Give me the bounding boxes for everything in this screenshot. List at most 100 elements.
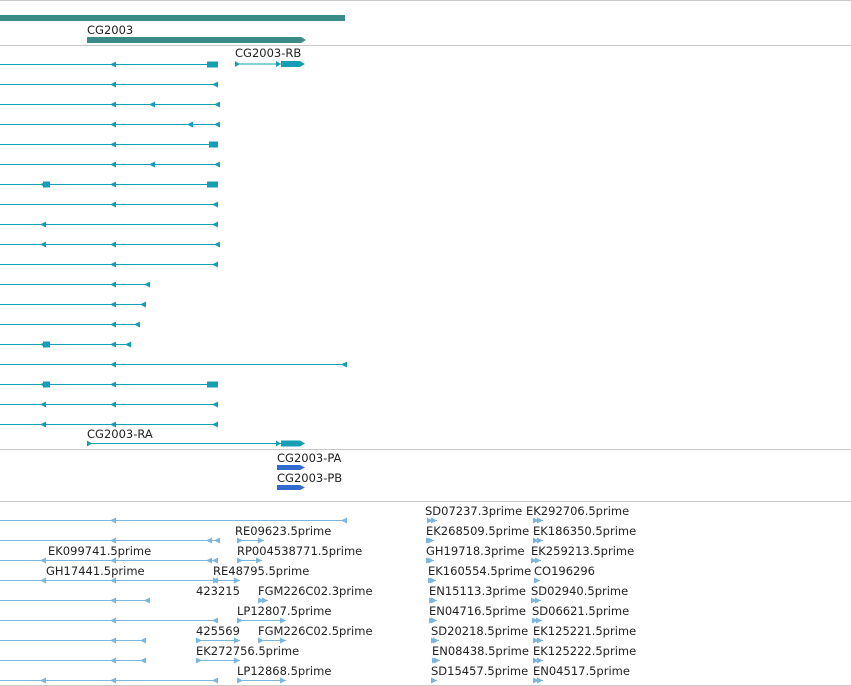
est-feature[interactable]: LP12807.5prime xyxy=(237,604,331,624)
est-feature[interactable]: EK272756.5prime xyxy=(196,644,299,664)
est-feature[interactable]: SD06621.5prime xyxy=(532,604,629,624)
transcript-label: CG2003-RB xyxy=(235,46,301,60)
transcript-row[interactable] xyxy=(0,161,220,168)
est-feature[interactable]: EK160554.5prime xyxy=(428,564,531,584)
est-feature[interactable]: RP004538771.5prime xyxy=(237,544,362,564)
strand-arrow-icon xyxy=(428,557,434,564)
exon-block[interactable] xyxy=(43,181,50,188)
protein-pa[interactable]: CG2003-PA xyxy=(277,451,342,470)
est-row[interactable] xyxy=(0,677,218,684)
transcript-row[interactable] xyxy=(0,301,146,308)
strand-arrow-icon xyxy=(533,637,539,644)
strand-arrow-icon xyxy=(213,577,219,584)
transcript-label: CG2003-RA xyxy=(87,427,153,441)
est-row[interactable] xyxy=(0,637,146,644)
est-feature[interactable]: FGM226C02.5prime xyxy=(258,624,373,644)
exon-block[interactable] xyxy=(43,381,50,388)
est-feature[interactable]: SD20218.5prime xyxy=(431,624,528,644)
transcript-rb[interactable]: CG2003-RB xyxy=(235,46,305,67)
transcript-row[interactable] xyxy=(0,181,218,188)
transcript-ra[interactable]: CG2003-RA xyxy=(87,427,305,447)
gene-region-bar[interactable] xyxy=(0,15,345,21)
est-feature[interactable]: SD15457.5prime xyxy=(431,664,528,684)
transcript-row[interactable] xyxy=(0,141,218,148)
protein-label: CG2003-PB xyxy=(277,471,342,485)
est-feature[interactable]: EK099741.5prime xyxy=(48,544,151,558)
strand-arrow-icon xyxy=(110,381,116,388)
transcript-row[interactable] xyxy=(0,401,218,408)
est-row[interactable] xyxy=(0,597,150,604)
est-row[interactable] xyxy=(0,657,146,664)
transcript-row[interactable] xyxy=(0,421,218,428)
exon-block[interactable] xyxy=(207,61,218,68)
transcript-row[interactable] xyxy=(0,381,218,388)
est-row[interactable] xyxy=(0,517,347,524)
protein-pb[interactable]: CG2003-PB xyxy=(277,471,342,490)
strand-arrow-icon xyxy=(534,577,540,584)
est-label: EN15113.3prime xyxy=(429,584,526,598)
transcript-row[interactable] xyxy=(0,241,220,248)
est-row[interactable] xyxy=(0,537,220,544)
strand-arrow-icon xyxy=(234,637,240,644)
exon-block[interactable] xyxy=(207,181,218,188)
est-feature[interactable]: EN15113.3prime xyxy=(429,584,526,604)
strand-arrow-icon xyxy=(258,537,264,544)
strand-arrow-icon xyxy=(214,241,220,248)
est-feature[interactable]: EK125221.5prime xyxy=(533,624,636,644)
exon-block[interactable] xyxy=(281,61,305,67)
transcript-row[interactable] xyxy=(0,261,218,268)
gene-track[interactable]: CG2003 xyxy=(0,15,345,43)
strand-arrow-icon xyxy=(430,577,436,584)
est-feature[interactable]: 425569 xyxy=(196,624,240,644)
exon-block[interactable] xyxy=(207,381,218,388)
est-feature[interactable]: SD07237.3prime xyxy=(425,504,522,524)
transcript-row[interactable] xyxy=(0,341,131,348)
strand-arrow-icon xyxy=(140,657,146,664)
est-feature[interactable]: 423215 xyxy=(196,584,240,598)
est-feature[interactable]: EK125222.5prime xyxy=(533,644,636,664)
est-feature[interactable]: GH19718.3prime xyxy=(426,544,525,564)
strand-arrow-icon xyxy=(214,101,220,108)
transcript-row[interactable] xyxy=(0,361,347,368)
est-row[interactable] xyxy=(0,577,218,584)
protein-bar[interactable] xyxy=(277,485,305,490)
est-feature[interactable]: CO196296 xyxy=(534,564,595,584)
strand-arrow-icon xyxy=(40,677,46,684)
est-feature[interactable]: RE09623.5prime xyxy=(235,524,331,544)
transcript-row[interactable] xyxy=(0,201,218,208)
est-feature[interactable]: EN04716.5prime xyxy=(429,604,526,624)
transcript-row[interactable] xyxy=(0,81,218,88)
strand-arrow-icon xyxy=(110,361,116,368)
est-feature[interactable]: EK259213.5prime xyxy=(531,544,634,564)
strand-arrow-icon xyxy=(110,261,116,268)
exon-block[interactable] xyxy=(43,341,50,348)
strand-arrow-icon xyxy=(537,517,543,524)
est-feature[interactable]: EK268509.5prime xyxy=(426,524,529,544)
transcript-row[interactable] xyxy=(0,121,220,128)
est-feature[interactable]: SD02940.5prime xyxy=(531,584,628,604)
transcript-row[interactable] xyxy=(0,321,140,328)
strand-arrow-icon xyxy=(434,657,440,664)
est-feature[interactable]: EK292706.5prime xyxy=(526,504,629,524)
est-row[interactable] xyxy=(0,617,218,624)
exon-block[interactable] xyxy=(281,440,305,447)
est-feature[interactable]: EN04517.5prime xyxy=(533,664,630,684)
est-feature[interactable]: FGM226C02.3prime xyxy=(258,584,373,604)
gene-feature-bar[interactable] xyxy=(87,37,306,43)
est-feature[interactable]: EK186350.5prime xyxy=(533,524,636,544)
est-feature[interactable]: RE48795.5prime xyxy=(213,564,309,584)
est-feature[interactable]: LP12868.5prime xyxy=(237,664,331,684)
transcript-row[interactable] xyxy=(0,221,218,228)
est-label: SD07237.3prime xyxy=(425,504,522,518)
est-feature[interactable]: EN08438.5prime xyxy=(432,644,529,664)
est-label: SD02940.5prime xyxy=(531,584,628,598)
protein-bar[interactable] xyxy=(277,465,305,470)
est-row[interactable] xyxy=(0,557,218,564)
protein-track: CG2003-PA CG2003-PB xyxy=(277,451,342,490)
transcript-row[interactable] xyxy=(0,61,218,68)
transcript-row[interactable] xyxy=(0,101,220,108)
est-feature[interactable]: GH17441.5prime xyxy=(46,564,145,578)
exon-block[interactable] xyxy=(209,141,218,148)
strand-arrow-icon xyxy=(140,637,146,644)
transcript-row[interactable] xyxy=(0,281,150,288)
